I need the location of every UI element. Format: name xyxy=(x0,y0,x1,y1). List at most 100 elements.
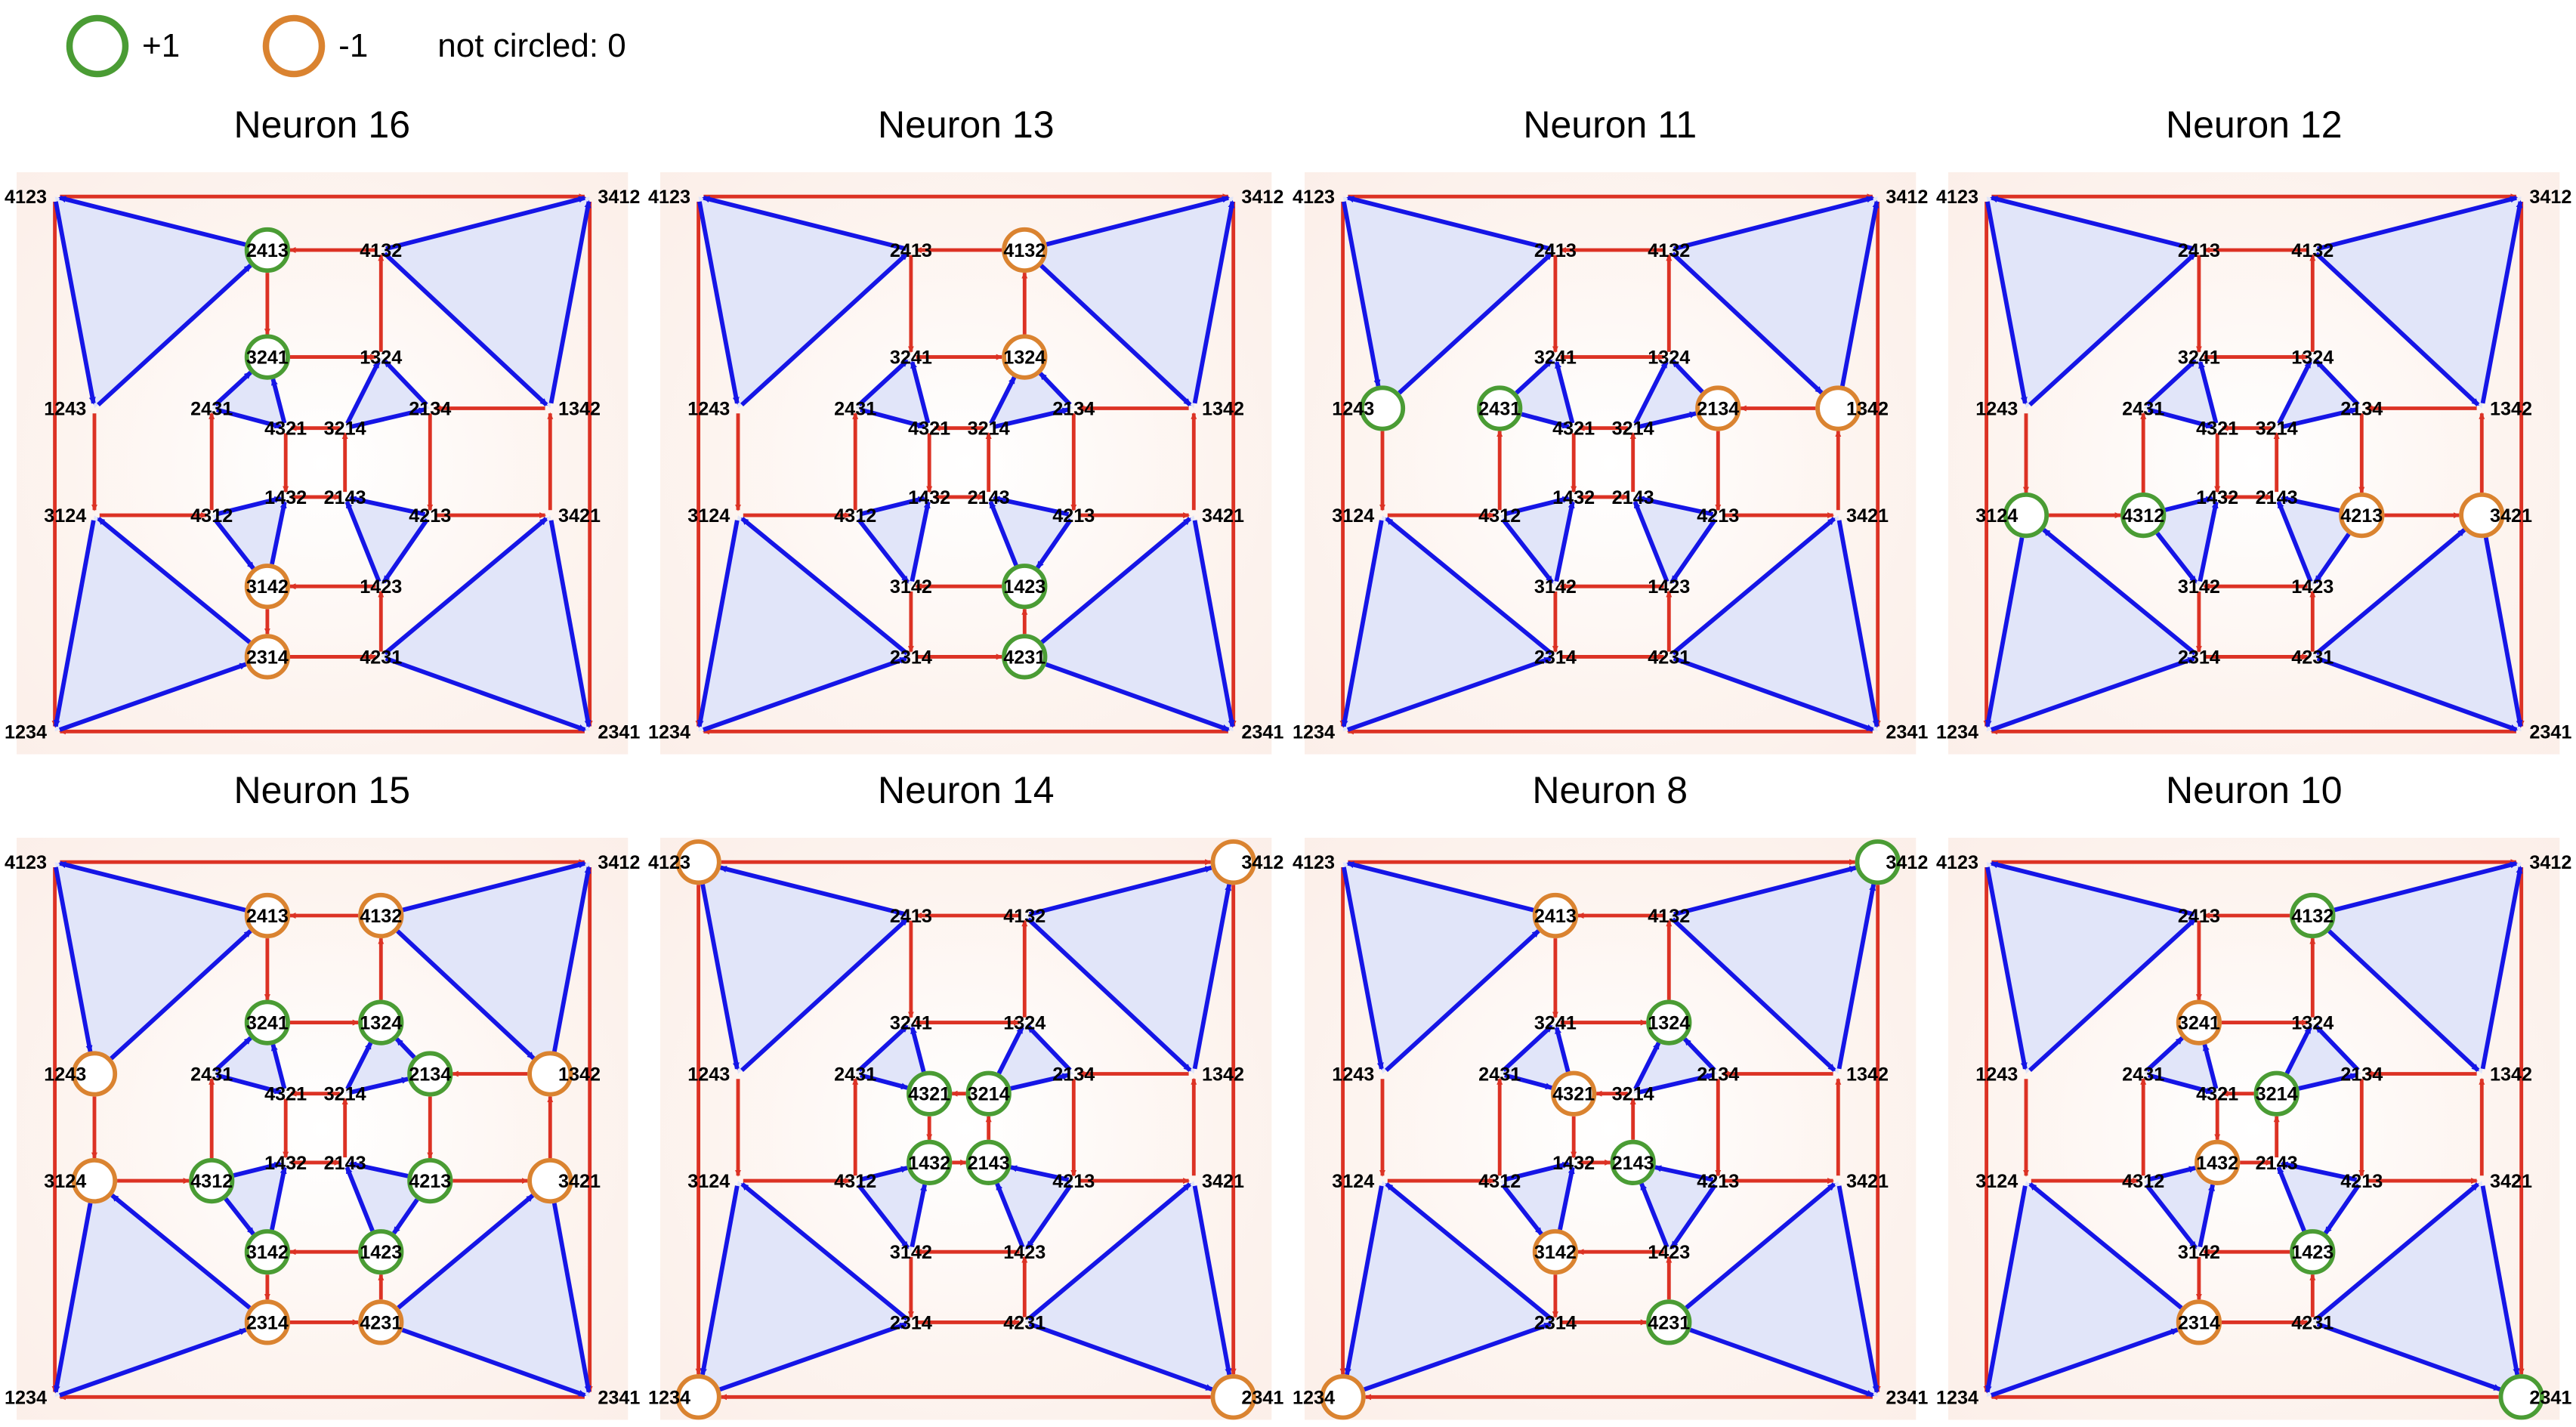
svg-text:3421: 3421 xyxy=(1202,505,1244,527)
svg-text:3142: 3142 xyxy=(890,576,932,598)
svg-text:3214: 3214 xyxy=(968,419,1010,440)
svg-text:3241: 3241 xyxy=(246,1012,288,1033)
svg-text:1324: 1324 xyxy=(2291,1012,2334,1033)
svg-text:4321: 4321 xyxy=(1552,1083,1595,1104)
svg-text:1324: 1324 xyxy=(1003,1012,1046,1033)
svg-text:2431: 2431 xyxy=(2122,398,2164,419)
svg-text:4312: 4312 xyxy=(190,1171,233,1192)
svg-text:1342: 1342 xyxy=(558,398,601,419)
svg-text:3421: 3421 xyxy=(1202,1171,1244,1192)
svg-text:4312: 4312 xyxy=(2122,505,2164,527)
svg-text:1423: 1423 xyxy=(360,576,402,598)
svg-text:3142: 3142 xyxy=(890,1242,932,1263)
svg-text:1243: 1243 xyxy=(687,398,730,419)
svg-text:4123: 4123 xyxy=(1293,852,1335,873)
svg-text:2314: 2314 xyxy=(1534,1312,1576,1333)
svg-text:1342: 1342 xyxy=(1846,1064,1889,1085)
svg-text:1324: 1324 xyxy=(2291,347,2334,369)
svg-text:3241: 3241 xyxy=(890,1012,932,1033)
svg-text:3142: 3142 xyxy=(246,576,288,598)
svg-text:4321: 4321 xyxy=(1552,419,1595,440)
svg-text:2341: 2341 xyxy=(1241,1387,1283,1408)
svg-text:4213: 4213 xyxy=(1697,505,1739,527)
svg-text:1423: 1423 xyxy=(360,1242,402,1263)
svg-text:1423: 1423 xyxy=(2291,1242,2334,1263)
svg-text:1234: 1234 xyxy=(648,721,690,743)
svg-text:4231: 4231 xyxy=(1003,1312,1046,1333)
svg-text:3421: 3421 xyxy=(558,1171,601,1192)
svg-text:3412: 3412 xyxy=(1886,852,1928,873)
svg-text:4132: 4132 xyxy=(2291,905,2334,926)
svg-text:1324: 1324 xyxy=(1648,347,1690,369)
svg-text:2134: 2134 xyxy=(1052,398,1095,419)
svg-text:4123: 4123 xyxy=(648,187,690,208)
svg-text:4213: 4213 xyxy=(2340,1171,2383,1192)
svg-text:2134: 2134 xyxy=(2340,398,2383,419)
svg-text:2341: 2341 xyxy=(2529,721,2571,743)
svg-text:1243: 1243 xyxy=(1332,1064,1374,1085)
svg-text:4312: 4312 xyxy=(834,1171,876,1192)
svg-text:4231: 4231 xyxy=(1648,1312,1690,1333)
svg-text:3412: 3412 xyxy=(598,187,640,208)
svg-text:2431: 2431 xyxy=(190,1064,233,1085)
svg-text:4123: 4123 xyxy=(5,187,47,208)
svg-text:1324: 1324 xyxy=(1003,347,1046,369)
svg-text:1324: 1324 xyxy=(1648,1012,1690,1033)
svg-text:1342: 1342 xyxy=(2490,1064,2532,1085)
svg-text:1432: 1432 xyxy=(1552,487,1595,508)
svg-text:1324: 1324 xyxy=(360,347,402,369)
svg-text:4312: 4312 xyxy=(1478,505,1521,527)
svg-text:3214: 3214 xyxy=(2256,419,2298,440)
svg-text:2431: 2431 xyxy=(190,398,233,419)
svg-text:3214: 3214 xyxy=(323,419,366,440)
svg-text:2341: 2341 xyxy=(1886,1387,1928,1408)
svg-text:3124: 3124 xyxy=(44,1171,86,1192)
svg-text:1243: 1243 xyxy=(687,1064,730,1085)
svg-text:4312: 4312 xyxy=(190,505,233,527)
svg-text:4321: 4321 xyxy=(908,1083,950,1104)
svg-text:2341: 2341 xyxy=(1886,721,1928,743)
svg-text:4132: 4132 xyxy=(2291,240,2334,261)
svg-text:4312: 4312 xyxy=(2122,1171,2164,1192)
svg-text:4321: 4321 xyxy=(264,1083,307,1104)
svg-text:1423: 1423 xyxy=(1648,1242,1690,1263)
svg-text:3124: 3124 xyxy=(1332,1171,1374,1192)
svg-text:1432: 1432 xyxy=(1552,1152,1595,1173)
svg-text:2413: 2413 xyxy=(890,240,932,261)
svg-text:3214: 3214 xyxy=(323,1083,366,1104)
svg-text:2341: 2341 xyxy=(598,1387,640,1408)
svg-text:4123: 4123 xyxy=(1936,852,1978,873)
svg-text:4132: 4132 xyxy=(1003,905,1046,926)
svg-text:2314: 2314 xyxy=(1534,647,1576,668)
svg-text:1423: 1423 xyxy=(1003,576,1046,598)
svg-text:3214: 3214 xyxy=(1611,1083,1654,1104)
svg-text:1342: 1342 xyxy=(1846,398,1889,419)
svg-text:3412: 3412 xyxy=(1241,852,1283,873)
svg-text:3124: 3124 xyxy=(44,505,86,527)
svg-text:2314: 2314 xyxy=(890,647,932,668)
svg-text:3124: 3124 xyxy=(1332,505,1374,527)
svg-text:4321: 4321 xyxy=(2196,1083,2238,1104)
svg-text:4231: 4231 xyxy=(360,647,402,668)
svg-text:4123: 4123 xyxy=(1293,187,1335,208)
svg-text:4213: 4213 xyxy=(1697,1171,1739,1192)
svg-text:1423: 1423 xyxy=(2291,576,2334,598)
svg-text:2431: 2431 xyxy=(1478,398,1521,419)
svg-text:4231: 4231 xyxy=(1648,647,1690,668)
svg-text:4132: 4132 xyxy=(1648,905,1690,926)
svg-text:2413: 2413 xyxy=(2178,905,2220,926)
svg-text:3124: 3124 xyxy=(1975,505,2018,527)
svg-text:2413: 2413 xyxy=(246,905,288,926)
svg-text:4123: 4123 xyxy=(1936,187,1978,208)
svg-text:3142: 3142 xyxy=(2178,576,2220,598)
svg-text:3142: 3142 xyxy=(246,1242,288,1263)
svg-text:1432: 1432 xyxy=(264,1152,307,1173)
svg-text:4321: 4321 xyxy=(908,419,950,440)
svg-text:2431: 2431 xyxy=(834,398,876,419)
svg-text:3412: 3412 xyxy=(1241,187,1283,208)
svg-text:2431: 2431 xyxy=(2122,1064,2164,1085)
svg-text:2431: 2431 xyxy=(1478,1064,1521,1085)
svg-text:3124: 3124 xyxy=(687,1171,730,1192)
svg-text:3421: 3421 xyxy=(2490,1171,2532,1192)
svg-text:2413: 2413 xyxy=(2178,240,2220,261)
